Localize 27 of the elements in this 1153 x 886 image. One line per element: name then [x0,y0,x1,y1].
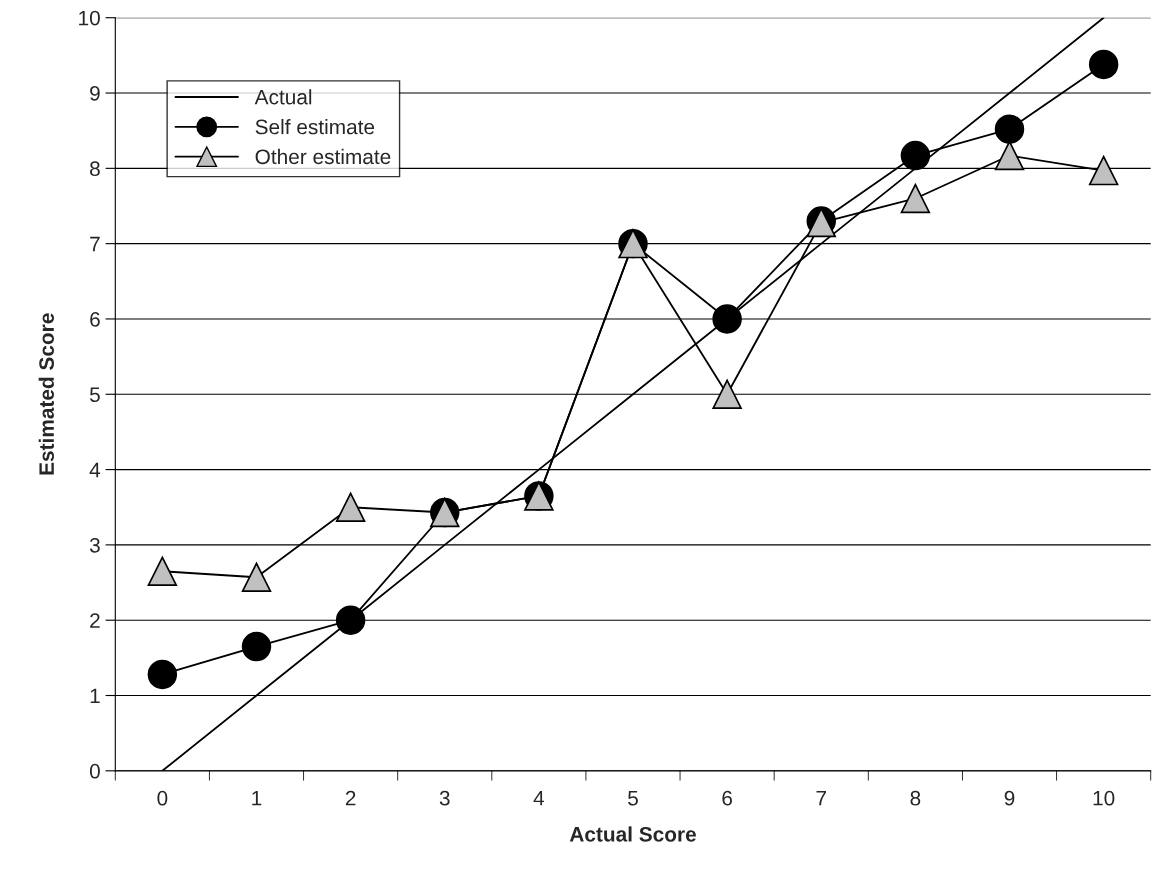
x-tick-label: 10 [1093,790,1115,806]
y-tick-label: 5 [89,387,100,403]
y-tick-label: 1 [90,688,100,704]
x-tick-label: 1 [252,791,262,806]
x-tick-label: 5 [628,791,638,806]
y-axis-title: Estimated Score [38,313,54,475]
y-tick-label: 10 [79,10,100,26]
y-tick-label: 9 [90,86,100,101]
y-tick-label: 0 [89,763,100,779]
y-tick-label: 2 [90,613,100,628]
x-tick-label: 2 [345,790,356,806]
x-axis-title: Actual Score [569,826,696,842]
legend-label: Actual [254,89,312,105]
x-tick-label: 6 [722,790,732,806]
y-tick-label: 7 [90,236,100,252]
y-tick-label: 4 [89,462,101,478]
x-tick-label: 7 [816,791,826,806]
x-tick-label: 8 [910,790,921,806]
legend-label: Self estimate [255,119,375,135]
x-tick-label: 0 [157,790,168,806]
y-tick-label: 3 [89,537,100,553]
x-tick-label: 3 [439,790,450,806]
y-tick-label: 8 [90,161,100,177]
x-tick-label: 9 [1004,790,1015,806]
legend-label: Other estimate [255,148,391,165]
y-tick-label: 6 [90,311,100,327]
x-tick-label: 4 [533,791,545,806]
